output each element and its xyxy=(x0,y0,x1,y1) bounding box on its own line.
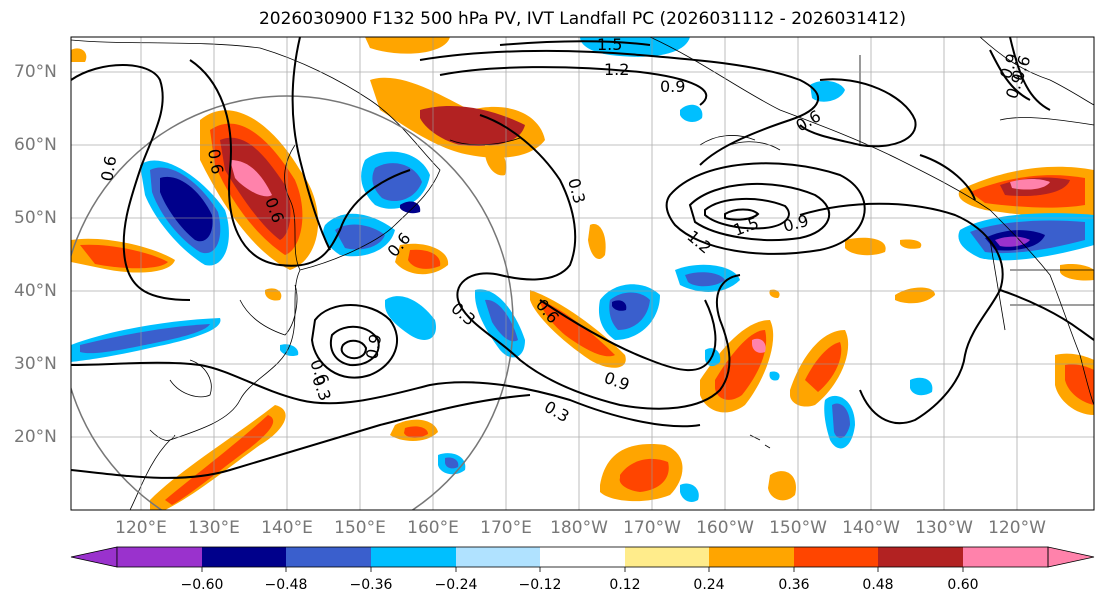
contour-label: 0.6 xyxy=(204,147,227,175)
lat-label: 50°N xyxy=(14,208,57,228)
lon-label: 130°E xyxy=(188,518,240,538)
contour-label: 0.6 xyxy=(97,154,120,182)
lon-label: 150°E xyxy=(334,518,386,538)
colorbar-tick-label: −0.24 xyxy=(434,577,478,593)
contour-label: 0.9 xyxy=(362,332,385,360)
lat-label: 60°N xyxy=(14,135,57,155)
colorbar-tick-label: −0.36 xyxy=(349,577,393,593)
colorbar-tick-label: −0.48 xyxy=(264,577,308,593)
colorbar-tick-label: −0.60 xyxy=(180,577,224,593)
map-frame xyxy=(70,36,1095,511)
colorbar-tick-label: 0.48 xyxy=(862,577,894,593)
graticule xyxy=(71,37,1094,510)
lon-label: 170°E xyxy=(480,518,532,538)
contour-label: 0.9 xyxy=(660,77,685,96)
lon-label: 120°E xyxy=(115,518,167,538)
map-title: 2026030900 F132 500 hPa PV, IVT Landfall… xyxy=(258,9,906,29)
lon-label: 170°W xyxy=(623,518,681,538)
colorbar-tick-label: 0.12 xyxy=(609,577,641,593)
lon-label: 160°E xyxy=(407,518,459,538)
lon-label: 130°W xyxy=(915,518,973,538)
lon-label: 150°W xyxy=(769,518,827,538)
colorbar-tick-label: 0.24 xyxy=(693,577,725,593)
colorbar-tick-label: 0.36 xyxy=(778,577,810,593)
positive-anomalies xyxy=(71,37,1094,510)
lon-label: 120°W xyxy=(988,518,1046,538)
lat-label: 30°N xyxy=(14,354,57,374)
lat-label: 20°N xyxy=(14,427,57,447)
lat-label: 70°N xyxy=(14,62,57,82)
contour-label: 1.2 xyxy=(604,60,629,79)
lat-label: 40°N xyxy=(14,281,57,301)
lon-label: 180°W xyxy=(550,518,608,538)
ivt-contours xyxy=(71,37,1094,479)
lon-label: 140°W xyxy=(842,518,900,538)
contour-label: 1.5 xyxy=(597,35,622,54)
lon-label: 160°W xyxy=(696,518,754,538)
lon-label: 140°E xyxy=(261,518,313,538)
target-region-circle xyxy=(71,95,514,510)
colorbar-tick-label: −0.12 xyxy=(518,577,562,593)
colorbar-tick-label: 0.60 xyxy=(947,577,979,593)
colorbar xyxy=(70,546,1095,572)
